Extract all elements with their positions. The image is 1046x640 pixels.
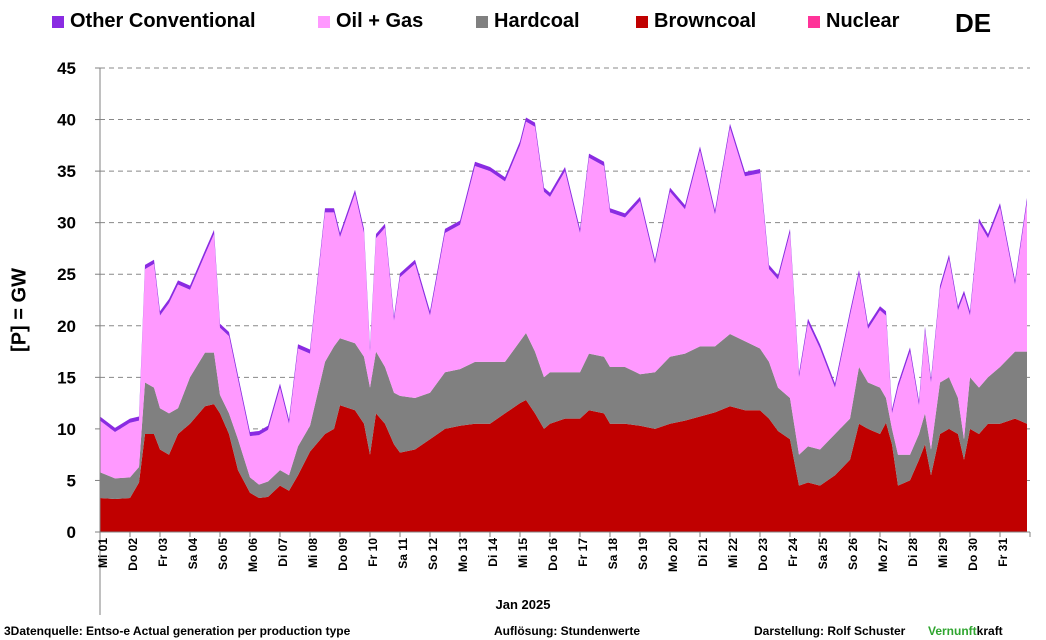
x-tick-label: Mi 22 bbox=[726, 538, 740, 568]
legend-label: Other Conventional bbox=[70, 10, 256, 32]
country-code: DE bbox=[955, 8, 992, 38]
x-tick-label: Mi 08 bbox=[306, 538, 320, 568]
axes bbox=[95, 67, 1031, 615]
x-tick-label: Mo 06 bbox=[246, 538, 260, 572]
y-tick-labels: 0 5 10 15 20 25 30 35 40 45 bbox=[57, 59, 76, 542]
legend-label: Oil + Gas bbox=[336, 10, 424, 32]
x-tick-label: Do 09 bbox=[336, 538, 350, 571]
x-tick-label: Do 16 bbox=[546, 538, 560, 571]
footer-source: 3Datenquelle: Entso-e Actual generation … bbox=[4, 624, 351, 638]
y-tick-label: 5 bbox=[67, 471, 76, 490]
x-tick-label: Fr 17 bbox=[576, 538, 590, 567]
legend-item-oil-gas: Oil + Gas bbox=[318, 10, 423, 33]
x-tick-label: Do 02 bbox=[126, 538, 140, 571]
area-hardcoal bbox=[100, 333, 1027, 499]
x-tick-label: Fr 03 bbox=[156, 538, 170, 567]
legend-label: Hardcoal bbox=[494, 10, 580, 32]
x-tick-label: Fr 31 bbox=[996, 538, 1010, 567]
legend-swatch bbox=[52, 15, 64, 28]
y-tick-label: 0 bbox=[67, 523, 76, 542]
y-tick-label: 40 bbox=[57, 111, 76, 130]
x-tick-label: Fr 24 bbox=[786, 538, 800, 567]
legend-label: Nuclear bbox=[826, 10, 900, 32]
footer-author: Darstellung: Rolf Schuster bbox=[754, 624, 906, 638]
x-tick-label: Mi 01 bbox=[96, 538, 110, 568]
x-axis-month-label: Jan 2025 bbox=[495, 597, 551, 612]
legend: Other Conventional Oil + Gas Hardcoal Br… bbox=[0, 10, 1046, 40]
legend-item-hardcoal: Hardcoal bbox=[476, 10, 580, 33]
x-tick-label: Di 07 bbox=[276, 538, 290, 567]
x-tick-labels: Mi 01 Do 02 Fr 03 Sa 04 So 05 Mo 06 Di 07 Mi 08… bbox=[96, 538, 1010, 572]
x-tick-label: Di 21 bbox=[696, 538, 710, 567]
x-tick-label: So 26 bbox=[846, 538, 860, 570]
y-tick-label: 20 bbox=[57, 317, 76, 336]
x-tick-label: Mi 15 bbox=[516, 538, 530, 568]
legend-item-nuclear: Nuclear bbox=[808, 10, 899, 33]
x-tick-label: Do 30 bbox=[966, 538, 980, 571]
footer-brand: Vernunftkraft bbox=[928, 624, 1003, 638]
stacked-areas bbox=[100, 117, 1027, 532]
x-tick-label: Mo 27 bbox=[876, 538, 890, 572]
y-tick-label: 30 bbox=[57, 214, 76, 233]
y-tick-label: 25 bbox=[57, 265, 76, 284]
area-oil-gas bbox=[100, 121, 1027, 485]
y-axis-label-text: [P] = GW bbox=[8, 268, 31, 352]
y-tick-label: 35 bbox=[57, 162, 76, 181]
y-tick-label: 15 bbox=[57, 368, 76, 387]
x-tick-label: Di 14 bbox=[486, 538, 500, 567]
x-tick-label: Mo 20 bbox=[666, 538, 680, 572]
legend-label: Browncoal bbox=[654, 10, 757, 32]
y-axis-label: [P] = GW bbox=[0, 260, 40, 360]
footer-resolution: Auflösung: Stundenwerte bbox=[494, 624, 640, 638]
brand-part1: Vernunft bbox=[928, 624, 977, 638]
legend-swatch bbox=[808, 15, 820, 28]
x-tick-label: So 12 bbox=[426, 538, 440, 570]
legend-item-browncoal: Browncoal bbox=[636, 10, 756, 33]
x-tick-label: Do 23 bbox=[756, 538, 770, 571]
x-tick-label: Di 28 bbox=[906, 538, 920, 567]
x-tick-label: So 19 bbox=[636, 538, 650, 570]
x-tick-label: Sa 11 bbox=[396, 538, 410, 569]
x-tick-label: Fr 10 bbox=[366, 538, 380, 567]
legend-swatch bbox=[318, 15, 330, 28]
area-browncoal bbox=[100, 400, 1027, 532]
legend-item-other-conventional: Other Conventional bbox=[52, 10, 256, 33]
x-tick-label: Mo 13 bbox=[456, 538, 470, 572]
y-tick-label: 45 bbox=[57, 59, 76, 78]
x-tick-label: So 05 bbox=[216, 538, 230, 570]
x-tick-label: Sa 04 bbox=[186, 538, 200, 570]
brand-part2: kraft bbox=[976, 624, 1003, 638]
legend-swatch bbox=[636, 15, 648, 28]
legend-swatch bbox=[476, 15, 488, 28]
x-tick-label: Sa 18 bbox=[606, 538, 620, 570]
x-tick-label: Mi 29 bbox=[936, 538, 950, 568]
x-tick-label: Sa 25 bbox=[816, 538, 830, 570]
y-tick-label: 10 bbox=[57, 420, 76, 439]
